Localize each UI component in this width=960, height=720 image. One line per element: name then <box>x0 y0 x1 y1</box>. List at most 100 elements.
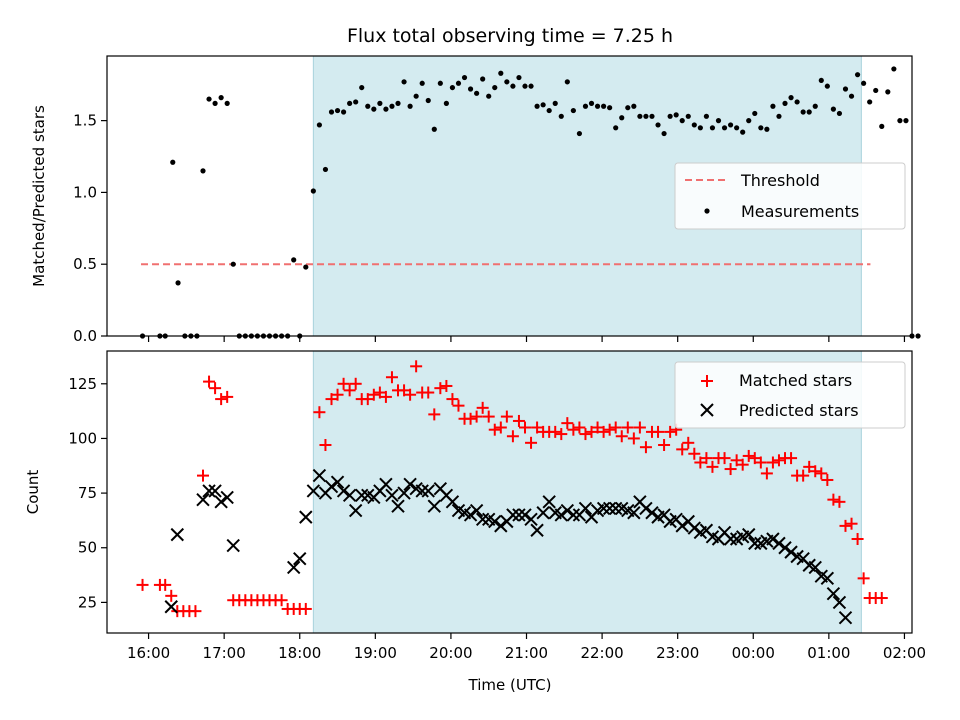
matched-star-point <box>676 443 689 456</box>
matched-star-point <box>367 388 380 401</box>
matched-star-point <box>694 456 707 469</box>
bottom-y-axis-label: Count <box>24 470 42 515</box>
measurement-point <box>594 103 601 109</box>
matched-star-point <box>476 401 489 414</box>
predicted-star-point <box>397 486 411 500</box>
predicted-star-point <box>627 506 641 520</box>
measurement-point <box>310 188 316 194</box>
legend-measurements-label: Measurements <box>741 202 859 221</box>
measurement-point <box>492 84 498 91</box>
legend-matched-label: Matched stars <box>739 371 852 390</box>
measurement-point <box>794 99 800 105</box>
matched-star-point <box>579 428 592 441</box>
top-legend-box <box>674 162 906 230</box>
matched-star-point <box>851 533 864 545</box>
matched-star-point <box>664 425 677 438</box>
predicted-star-point <box>518 508 532 522</box>
measurement-point <box>371 106 377 112</box>
matched-star-point <box>827 493 840 506</box>
predicted-star-point <box>214 495 228 509</box>
measurement-point <box>401 79 407 85</box>
matched-star-point <box>518 421 531 434</box>
matched-star-point <box>742 449 755 462</box>
x-tick-label: 00:00 <box>732 644 775 662</box>
matched-star-point <box>833 495 846 508</box>
predicted-star-point <box>536 506 550 520</box>
matched-star-point <box>567 423 580 436</box>
matched-star-point <box>482 410 495 423</box>
matched-star-point <box>633 421 646 434</box>
measurement-point <box>395 100 401 106</box>
measurement-point <box>673 112 679 118</box>
matched-star-point <box>215 393 228 406</box>
predicted-star-point <box>348 503 363 518</box>
measurement-point <box>552 100 558 106</box>
matched-star-point <box>446 393 459 406</box>
matched-star-point <box>422 386 435 399</box>
measurement-point <box>715 118 722 124</box>
predicted-star-point <box>427 499 441 513</box>
matched-star-point <box>434 382 447 395</box>
matched-star-point <box>452 399 465 412</box>
measurement-point <box>365 103 371 109</box>
measurement-point <box>218 95 224 101</box>
y-tick-label: 0.5 <box>73 255 97 273</box>
measurement-point <box>212 100 218 106</box>
measurement-point <box>576 130 583 137</box>
measurement-point <box>613 125 619 131</box>
matched-star-point <box>506 430 519 443</box>
top-y-axis-label: Matched/Predicted stars <box>30 105 48 287</box>
predicted-star-point <box>826 586 841 601</box>
measurement-point <box>667 113 673 119</box>
measurement-point <box>353 99 359 105</box>
predicted-star-point <box>336 484 351 498</box>
matched-star-point <box>585 425 598 438</box>
predicted-star-point <box>312 468 327 483</box>
measurement-point <box>709 125 716 131</box>
y-tick-label: 0.0 <box>73 327 97 345</box>
measurement-point <box>891 66 897 72</box>
predicted-star-point <box>542 495 556 509</box>
measurement-point <box>649 113 655 119</box>
predicted-star-point <box>530 523 544 537</box>
measurement-point <box>377 100 383 106</box>
predicted-star-point <box>196 492 210 507</box>
measurement-point <box>455 80 462 86</box>
matched-star-point <box>525 436 538 449</box>
matched-star-point <box>512 414 525 427</box>
measurement-point <box>752 110 758 117</box>
measurement-point <box>879 123 885 129</box>
measurement-point <box>915 333 921 339</box>
y-tick-label: 1.0 <box>73 183 97 201</box>
predicted-star-point <box>742 527 756 542</box>
predicted-star-point <box>524 512 538 527</box>
matched-star-point <box>875 592 888 605</box>
matched-star-point <box>331 388 344 401</box>
matched-star-point <box>821 473 834 486</box>
measurement-point <box>534 103 540 109</box>
matched-star-point <box>603 423 616 436</box>
x-tick-label: 16:00 <box>127 644 170 662</box>
measurement-point <box>691 122 697 128</box>
measurement-point <box>601 103 607 109</box>
top-legend: Threshold Measurements <box>674 162 906 230</box>
matched-star-point <box>754 456 767 469</box>
predicted-star-point <box>220 490 234 505</box>
top-axes-frame <box>106 55 913 337</box>
measurement-point <box>407 103 413 109</box>
predicted-star-point <box>554 508 568 522</box>
predicted-star-point <box>645 506 659 520</box>
measurement-point <box>897 118 903 124</box>
predicted-star-point <box>306 484 321 498</box>
matched-star-point <box>470 410 483 423</box>
top-y-ticks: 0.0 0.5 1.0 1.5 <box>73 112 107 345</box>
matched-star-point <box>658 439 671 451</box>
bottom-axes-frame <box>106 350 913 634</box>
measurement-point <box>558 113 564 119</box>
matched-star-point <box>730 454 743 467</box>
measurement-point <box>806 109 812 115</box>
measurement-point <box>607 105 613 111</box>
matched-star-point <box>815 467 828 480</box>
measurement-point <box>830 106 836 112</box>
